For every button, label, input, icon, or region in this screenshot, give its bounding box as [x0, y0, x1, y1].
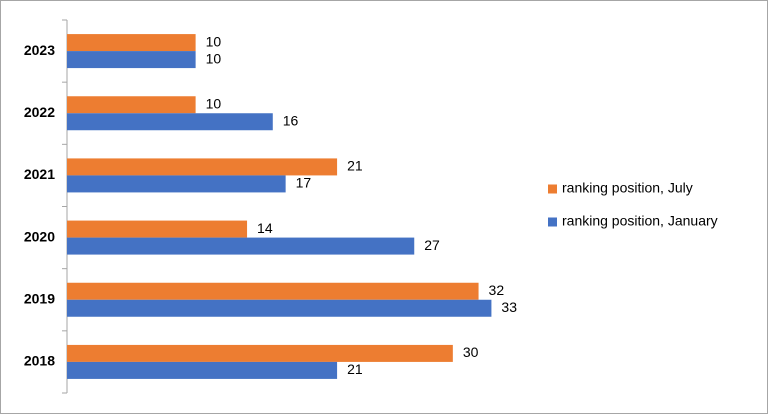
bar	[67, 175, 286, 193]
data-label: 21	[347, 158, 363, 174]
data-label: 32	[489, 282, 505, 298]
data-label: 27	[424, 237, 440, 253]
bar	[67, 51, 196, 69]
data-label: 30	[463, 344, 479, 360]
data-label: 21	[347, 361, 363, 377]
bar	[67, 96, 196, 114]
y-tick-label: 2021	[24, 166, 55, 182]
data-label: 16	[283, 112, 299, 128]
legend-swatch	[548, 184, 557, 194]
legend-swatch	[548, 217, 557, 227]
data-label: 14	[257, 220, 273, 236]
y-tick-label: 2020	[24, 228, 55, 244]
bar	[67, 113, 273, 131]
y-tick-label: 2018	[24, 353, 55, 369]
y-tick-label: 2022	[24, 104, 55, 120]
bar	[67, 237, 415, 255]
y-tick-label: 2019	[24, 290, 55, 306]
bar	[67, 282, 479, 300]
bar	[67, 220, 248, 238]
data-label: 10	[206, 33, 222, 49]
y-tick-label: 2023	[24, 42, 55, 58]
data-label: 10	[206, 50, 222, 66]
legend-label: ranking position, July	[562, 180, 693, 196]
data-label: 17	[296, 175, 312, 191]
bar	[67, 158, 338, 176]
data-label: 10	[206, 95, 222, 111]
data-label: 33	[501, 299, 517, 315]
bar	[67, 299, 492, 317]
bar	[67, 361, 338, 379]
legend-label: ranking position, January	[562, 213, 718, 229]
bar	[67, 34, 196, 52]
bar	[67, 344, 453, 362]
